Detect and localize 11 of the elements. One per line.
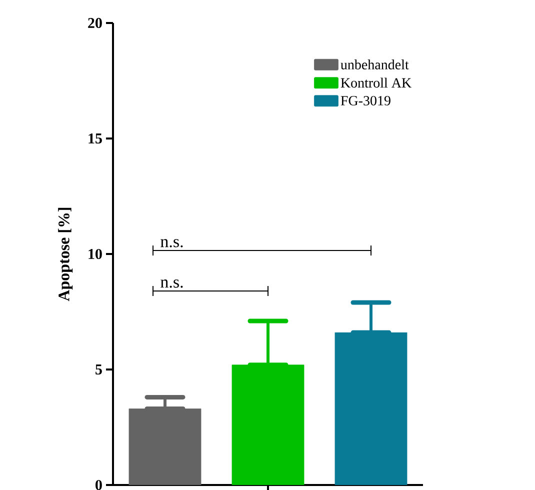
legend-label: unbehandelt (340, 60, 409, 70)
y-tick-label: 10 (88, 248, 102, 260)
y-tick-label: 5 (96, 364, 102, 374)
y-axis-title: Apoptose [%] (58, 208, 73, 302)
legend-label: FG-3019 (340, 96, 390, 106)
legend-label: Kontroll AK (340, 78, 412, 88)
annotation: n.s. (160, 239, 183, 248)
y-tick-label: 15 (88, 133, 102, 144)
annotation: n.s. (160, 280, 183, 288)
y-tick-label: 0 (96, 480, 102, 490)
y-tick-label: 20 (88, 18, 102, 28)
